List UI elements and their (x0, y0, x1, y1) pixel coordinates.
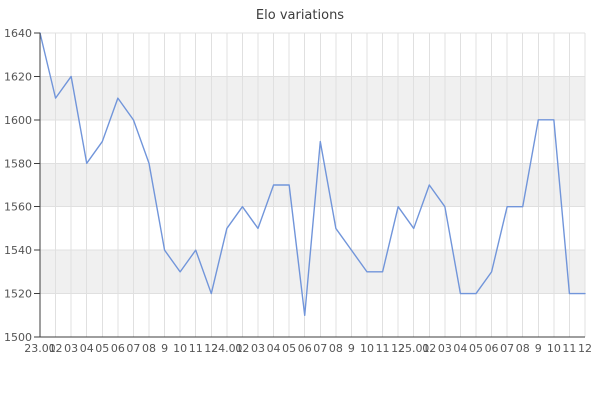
y-tick-label: 1620 (4, 70, 32, 83)
x-tick-label: 03 (251, 342, 265, 355)
y-tick-label: 1520 (4, 288, 32, 301)
x-tick-label: 23.01 (24, 342, 56, 355)
elo-line (39, 32, 586, 316)
x-tick-label: 10 (173, 342, 187, 355)
x-tick-label: 02 (235, 342, 249, 355)
x-tick-label: 06 (298, 342, 312, 355)
x-tick-label: 11 (376, 342, 390, 355)
x-tick-label: 9 (535, 342, 542, 355)
x-tick-label: 04 (267, 342, 281, 355)
x-tick-label: 05 (282, 342, 296, 355)
x-tick-label: 08 (516, 342, 530, 355)
y-tick-label: 1640 (4, 27, 32, 40)
grid-band (40, 163, 585, 207)
chart-title: Elo variations (256, 8, 344, 23)
line-series-layer (39, 32, 586, 316)
x-tick-label: 25.01 (398, 342, 430, 355)
x-tick-label: 10 (360, 342, 374, 355)
y-tick-label: 1500 (4, 331, 32, 344)
y-tick-label: 1580 (4, 157, 32, 170)
y-tick-label: 1600 (4, 114, 32, 127)
y-tick-label: 1560 (4, 201, 32, 214)
x-tick-label: 9 (348, 342, 355, 355)
x-tick-label: 07 (313, 342, 327, 355)
x-tick-label: 02 (49, 342, 63, 355)
x-tick-label: 02 (422, 342, 436, 355)
x-tick-label: 05 (469, 342, 483, 355)
x-tick-label: 06 (485, 342, 499, 355)
x-tick-label: 10 (547, 342, 561, 355)
x-tick-label: 03 (64, 342, 78, 355)
grid-band (40, 76, 585, 120)
x-tick-label: 03 (438, 342, 452, 355)
x-tick-label: 24.01 (211, 342, 243, 355)
x-tick-label: 12 (578, 342, 592, 355)
x-tick-label: 06 (111, 342, 125, 355)
x-tick-label: 12 (391, 342, 405, 355)
axes (34, 32, 585, 338)
x-tick-label: 04 (80, 342, 94, 355)
x-tick-label: 11 (562, 342, 576, 355)
x-tick-label: 04 (453, 342, 467, 355)
x-tick-label: 12 (204, 342, 218, 355)
x-tick-label: 9 (161, 342, 168, 355)
y-tick-label: 1540 (4, 244, 32, 257)
background-bands (40, 76, 585, 294)
x-tick-label: 07 (126, 342, 140, 355)
x-tick-label: 05 (95, 342, 109, 355)
grid-band (40, 250, 585, 294)
x-tick-label: 11 (189, 342, 203, 355)
x-tick-label: 08 (142, 342, 156, 355)
x-tick-label: 07 (500, 342, 514, 355)
x-tick-label: 08 (329, 342, 343, 355)
